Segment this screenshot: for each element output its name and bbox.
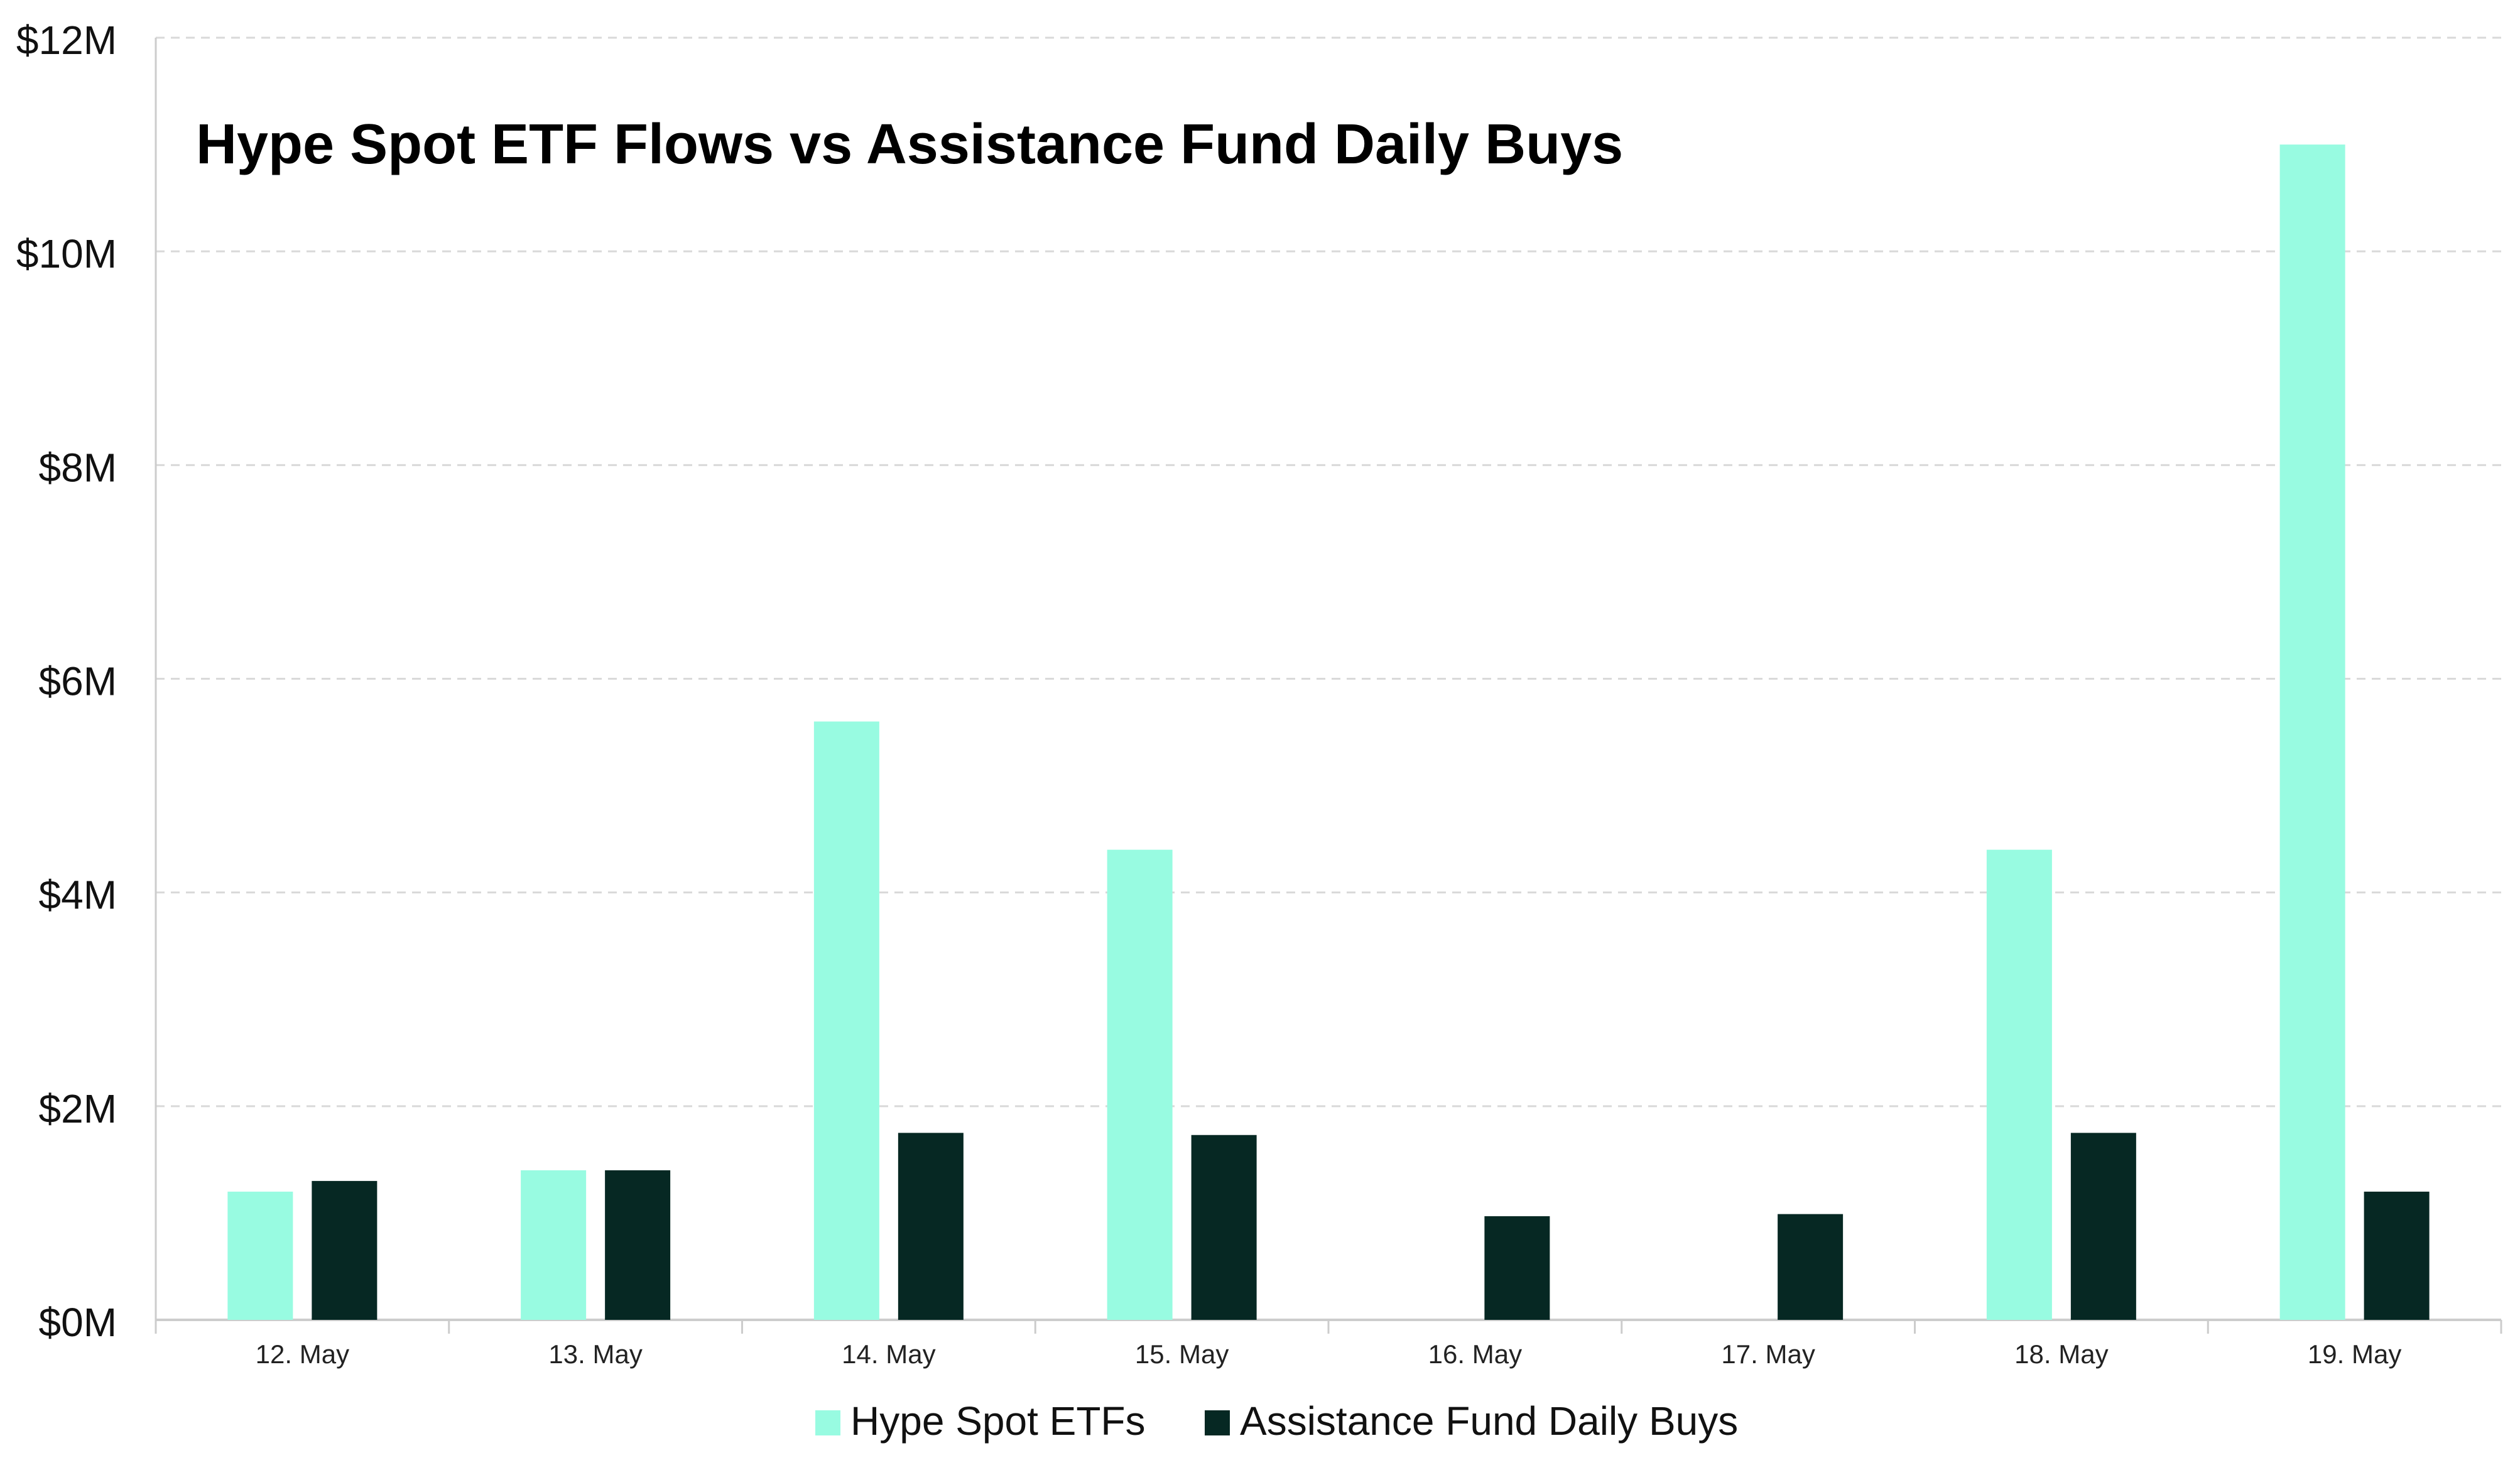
legend-swatch-assistance-fund [1205, 1410, 1230, 1435]
y-tick-label: $6M [39, 659, 117, 704]
bar-hype-spot-etfs-1 [521, 1170, 587, 1320]
bar-assistance-fund-4 [1484, 1216, 1550, 1320]
x-tick-label: 18. May [2014, 1339, 2108, 1369]
x-tick-labels: 12. May 13. May 14. May 15. May 16. May 17. M… [256, 1339, 2402, 1369]
y-tick-label: $4M [39, 873, 117, 918]
legend: Hype Spot ETFs Assistance Fund Daily Buys [815, 1398, 1738, 1444]
bar-assistance-fund-6 [2070, 1133, 2136, 1320]
y-tick-label: $10M [16, 231, 117, 276]
y-tick-label: $0M [39, 1300, 117, 1345]
x-tick-marks [155, 1320, 2502, 1334]
bar-assistance-fund-0 [312, 1180, 377, 1320]
x-tick-label: 17. May [1721, 1339, 1815, 1369]
y-tick-label: $12M [16, 18, 117, 63]
bar-assistance-fund-7 [2364, 1191, 2430, 1320]
x-tick-label: 15. May [1135, 1339, 1229, 1369]
bar-assistance-fund-3 [1191, 1135, 1257, 1320]
bar-assistance-fund-1 [605, 1170, 671, 1320]
bar-hype-spot-etfs-7 [2279, 144, 2345, 1320]
bar-assistance-fund-2 [898, 1133, 964, 1320]
chart-title: Hype Spot ETF Flows vs Assistance Fund D… [196, 113, 1623, 176]
x-tick-label: 19. May [2308, 1339, 2401, 1369]
bar-hype-spot-etfs-6 [1986, 849, 2052, 1320]
x-tick-label: 12. May [256, 1339, 349, 1369]
x-tick-label: 13. May [548, 1339, 642, 1369]
legend-swatch-hype-spot-etfs [815, 1410, 840, 1435]
bars [227, 144, 2430, 1320]
x-tick-label: 14. May [842, 1339, 935, 1369]
y-tick-label: $8M [39, 445, 117, 490]
bar-assistance-fund-5 [1778, 1214, 1844, 1320]
legend-label-hype-spot-etfs: Hype Spot ETFs [850, 1398, 1146, 1444]
bar-hype-spot-etfs-3 [1107, 849, 1173, 1320]
y-tick-labels: $0M $2M $4M $6M $8M $10M $12M [16, 18, 117, 1345]
gridlines [156, 36, 2501, 1108]
x-tick-label: 16. May [1428, 1339, 1522, 1369]
y-tick-label: $2M [39, 1086, 117, 1131]
bar-hype-spot-etfs-0 [227, 1191, 293, 1320]
bar-hype-spot-etfs-2 [813, 721, 879, 1320]
legend-label-assistance-fund: Assistance Fund Daily Buys [1240, 1398, 1738, 1444]
